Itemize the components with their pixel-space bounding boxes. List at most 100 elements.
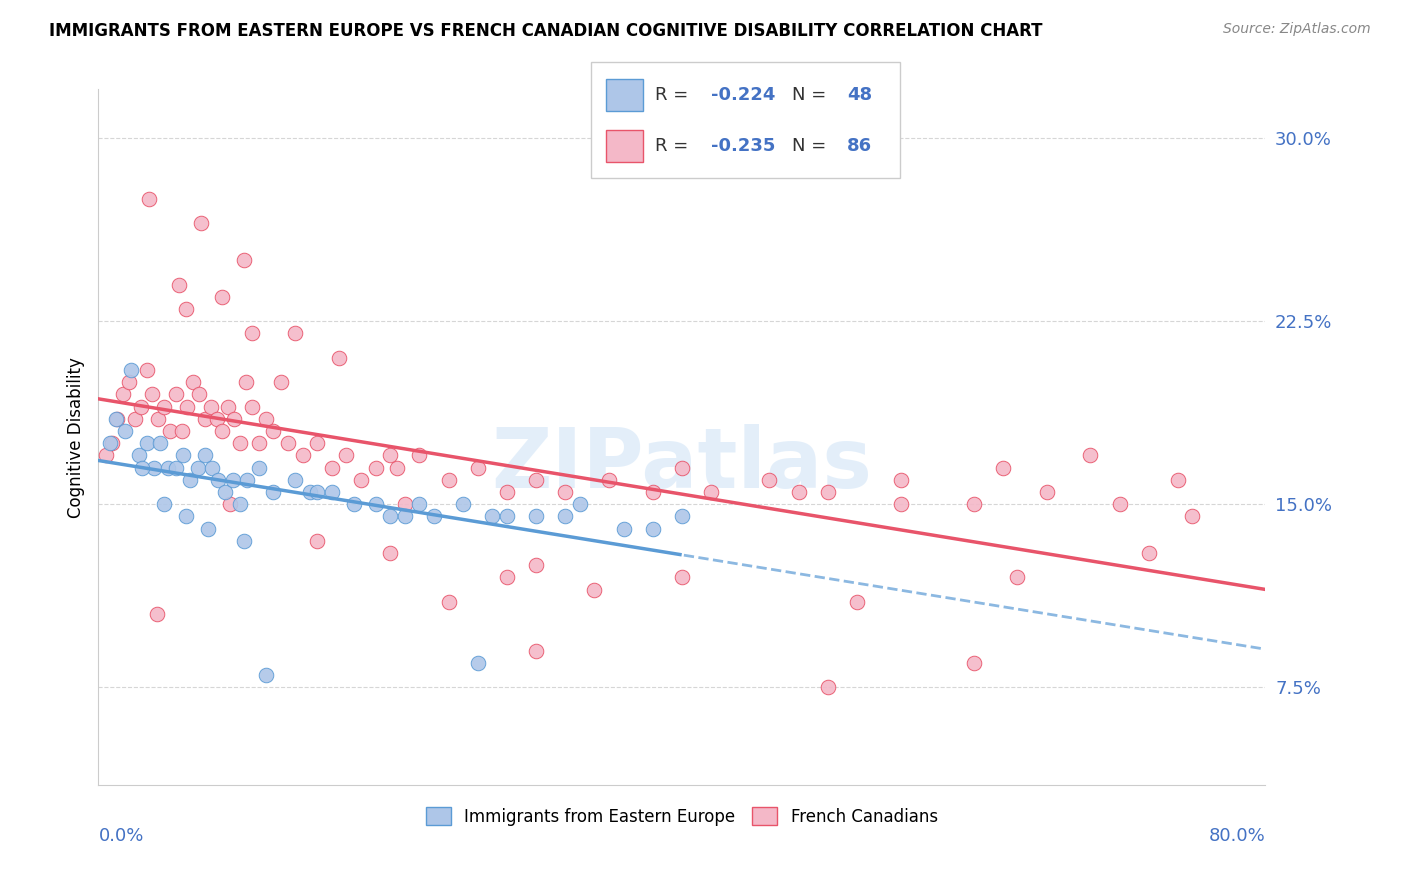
Point — [524, 509, 547, 524]
Point — [846, 595, 869, 609]
Point — [451, 497, 474, 511]
Point — [394, 497, 416, 511]
Point — [170, 424, 193, 438]
Point — [138, 192, 160, 206]
Point — [284, 473, 307, 487]
Point — [190, 217, 212, 231]
Point — [214, 485, 236, 500]
Point — [222, 411, 245, 425]
Point — [991, 460, 1014, 475]
Text: R =: R = — [655, 137, 695, 155]
Point — [129, 400, 152, 414]
Point — [1108, 497, 1130, 511]
Text: R =: R = — [655, 86, 695, 103]
Point — [172, 449, 194, 463]
Point — [291, 449, 314, 463]
Point — [335, 449, 357, 463]
Point — [200, 400, 222, 414]
Point — [598, 473, 620, 487]
Point — [135, 436, 157, 450]
Point — [1007, 570, 1029, 584]
Point — [218, 497, 240, 511]
Point — [321, 460, 343, 475]
Point — [120, 363, 142, 377]
Point — [181, 375, 204, 389]
Point — [174, 301, 197, 316]
Point — [817, 485, 839, 500]
Point — [481, 509, 503, 524]
Point — [240, 326, 263, 341]
Point — [307, 533, 329, 548]
Point — [194, 411, 217, 425]
Point — [217, 400, 239, 414]
Point — [343, 497, 366, 511]
Point — [671, 460, 693, 475]
Point — [380, 546, 402, 560]
Point — [524, 473, 547, 487]
Point — [247, 460, 270, 475]
Point — [321, 485, 343, 500]
Point — [94, 449, 117, 463]
Point — [387, 460, 409, 475]
Point — [408, 449, 430, 463]
Text: IMMIGRANTS FROM EASTERN EUROPE VS FRENCH CANADIAN COGNITIVE DISABILITY CORRELATI: IMMIGRANTS FROM EASTERN EUROPE VS FRENCH… — [49, 22, 1043, 40]
Point — [1035, 485, 1057, 500]
Point — [146, 607, 169, 621]
Point — [235, 375, 257, 389]
Point — [157, 460, 180, 475]
Text: -0.224: -0.224 — [711, 86, 776, 103]
Point — [236, 473, 259, 487]
Point — [167, 277, 190, 292]
Point — [787, 485, 810, 500]
Point — [142, 460, 165, 475]
Point — [641, 522, 664, 536]
Point — [153, 400, 176, 414]
Point — [128, 449, 150, 463]
Point — [229, 436, 252, 450]
Point — [105, 411, 128, 425]
Point — [496, 570, 519, 584]
Point — [112, 387, 135, 401]
Point — [104, 411, 127, 425]
Text: -0.235: -0.235 — [711, 137, 776, 155]
Point — [298, 485, 321, 500]
FancyBboxPatch shape — [606, 78, 643, 112]
Text: N =: N = — [792, 86, 831, 103]
Point — [188, 387, 211, 401]
Text: ZIPatlas: ZIPatlas — [492, 425, 872, 506]
Point — [98, 436, 121, 450]
Point — [641, 485, 664, 500]
Point — [1181, 509, 1204, 524]
Point — [328, 351, 350, 365]
Point — [205, 411, 228, 425]
Point — [153, 497, 176, 511]
Text: N =: N = — [792, 137, 831, 155]
Point — [671, 509, 693, 524]
Point — [179, 473, 201, 487]
FancyBboxPatch shape — [591, 62, 900, 178]
Point — [364, 460, 387, 475]
Point — [817, 681, 839, 695]
Point — [890, 473, 912, 487]
Point — [207, 473, 229, 487]
Point — [149, 436, 172, 450]
Point — [380, 509, 402, 524]
Y-axis label: Cognitive Disability: Cognitive Disability — [66, 357, 84, 517]
Point — [159, 424, 181, 438]
Point — [247, 436, 270, 450]
Point — [524, 558, 547, 573]
FancyBboxPatch shape — [606, 129, 643, 162]
Point — [233, 253, 256, 268]
Point — [350, 473, 373, 487]
Point — [263, 424, 285, 438]
Text: Source: ZipAtlas.com: Source: ZipAtlas.com — [1223, 22, 1371, 37]
Point — [496, 485, 519, 500]
Point — [229, 497, 252, 511]
Point — [364, 497, 387, 511]
Point — [148, 411, 170, 425]
Point — [233, 533, 256, 548]
Point — [124, 411, 146, 425]
Legend: Immigrants from Eastern Europe, French Canadians: Immigrants from Eastern Europe, French C… — [419, 801, 945, 832]
Point — [194, 449, 217, 463]
Point — [467, 656, 489, 670]
